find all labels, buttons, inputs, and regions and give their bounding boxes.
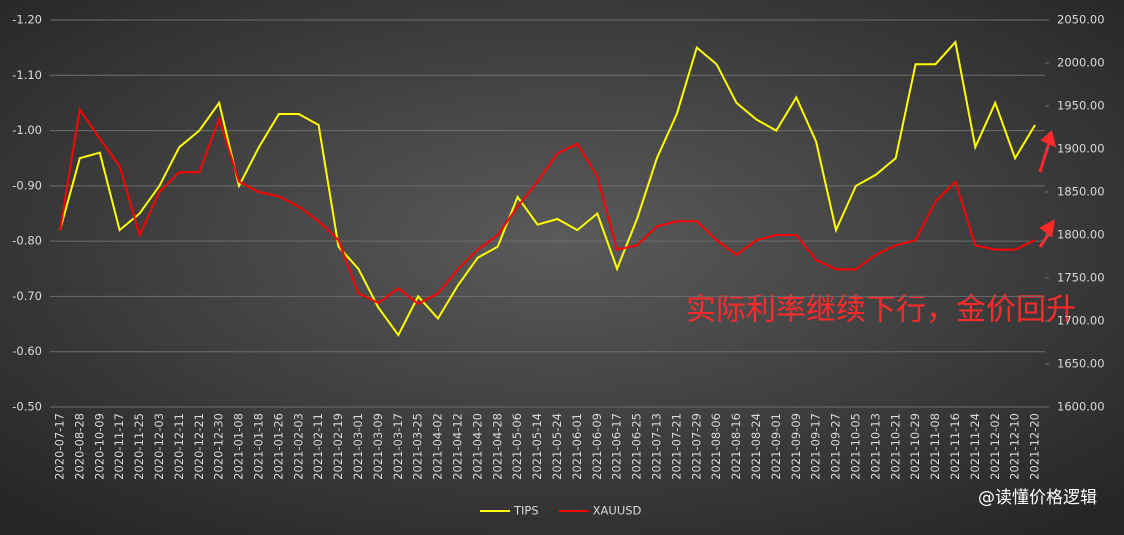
x-tick-label: 2021-11-24 [968, 413, 982, 480]
x-tick-label: 2020-08-28 [72, 413, 86, 480]
arrow [1038, 130, 1057, 173]
y2-tick-label: 1750.00 [1057, 271, 1105, 285]
x-tick-label: 2021-11-16 [948, 413, 962, 480]
x-tick-label: 2021-05-06 [510, 413, 524, 480]
x-tick-label: 2021-07-21 [669, 413, 683, 480]
x-tick-label: 2020-12-03 [152, 413, 166, 480]
x-tick-label: 2021-01-18 [251, 413, 265, 480]
y2-tick-label: 1600.00 [1057, 400, 1105, 414]
y-tick-label: -1.10 [12, 68, 42, 82]
watermark: @读懂价格逻辑 [978, 488, 1097, 508]
x-tick-label: 2021-12-10 [1008, 413, 1022, 480]
x-tick-label: 2021-11-08 [928, 413, 942, 480]
y-tick-label: -0.60 [12, 344, 42, 358]
x-tick-label: 2020-12-21 [192, 413, 206, 480]
x-tick-label: 2021-08-16 [729, 413, 743, 480]
y2-tick-label: 1950.00 [1057, 99, 1105, 113]
x-tick-label: 2021-08-06 [709, 413, 723, 480]
x-tick-label: 2021-04-02 [431, 413, 445, 480]
x-tick-label: 2021-10-29 [908, 413, 922, 480]
x-tick-label: 2020-11-25 [132, 413, 146, 480]
x-tick-label: 2020-11-17 [112, 413, 126, 480]
x-tick-label: 2021-02-11 [311, 413, 325, 480]
x-tick-label: 2020-12-30 [212, 413, 226, 480]
x-tick-label: 2021-05-24 [550, 413, 564, 480]
x-tick-label: 2021-06-25 [630, 413, 644, 480]
y2-tick-label: 1900.00 [1057, 142, 1105, 156]
y2-tick-label: 1800.00 [1057, 228, 1105, 242]
y2-tick-label: 1700.00 [1057, 314, 1105, 328]
x-tick-label: 2021-04-28 [490, 413, 504, 480]
y-tick-label: -1.00 [12, 123, 42, 137]
x-tick-label: 2021-03-01 [351, 413, 365, 480]
x-tick-label: 2021-03-17 [391, 413, 405, 480]
x-tick-label: 2021-10-21 [888, 413, 902, 480]
x-tick-label: 2021-01-08 [232, 413, 246, 480]
x-tick-label: 2021-07-29 [689, 413, 703, 480]
x-tick-label: 2021-01-26 [271, 413, 285, 480]
y-tick-label: -0.90 [12, 178, 42, 192]
annotation: 实际利率继续下行，金价回升 [686, 293, 1076, 328]
x-tick-label: 2021-02-03 [291, 413, 305, 480]
x-tick-label: 2021-09-01 [769, 413, 783, 480]
y-tick-label: -1.20 [12, 13, 42, 27]
x-tick-label: 2021-04-12 [450, 413, 464, 480]
x-tick-label: 2021-04-20 [470, 413, 484, 480]
y-tick-label: -0.80 [12, 234, 42, 248]
x-tick-label: 2021-12-02 [988, 413, 1002, 480]
x-tick-label: 2021-10-13 [868, 413, 882, 480]
x-tick-label: 2021-09-09 [789, 413, 803, 480]
x-tick-label: 2021-03-09 [371, 413, 385, 480]
y-tick-label: -0.50 [12, 400, 42, 414]
y2-tick-label: 1850.00 [1057, 185, 1105, 199]
y2-tick-label: 1650.00 [1057, 357, 1105, 371]
x-tick-label: 2021-08-24 [749, 413, 763, 480]
x-tick-label: 2021-10-05 [848, 413, 862, 480]
x-tick-label: 2021-12-20 [1028, 413, 1042, 480]
x-tick-label: 2020-10-09 [92, 413, 106, 480]
x-tick-label: 2021-03-25 [411, 413, 425, 480]
series-line [59, 106, 1036, 305]
x-tick-label: 2021-09-27 [829, 413, 843, 480]
legend-label: XAUUSD [593, 504, 642, 518]
x-tick-label: 2020-12-11 [172, 413, 186, 480]
x-tick-label: 2021-07-13 [649, 413, 663, 480]
y2-tick-label: 2050.00 [1057, 13, 1105, 27]
x-tick-label: 2020-07-17 [52, 413, 66, 480]
x-tick-label: 2021-09-17 [809, 413, 823, 480]
x-tick-label: 2021-05-14 [530, 413, 544, 480]
x-tick-label: 2021-06-17 [610, 413, 624, 480]
x-tick-label: 2021-02-19 [331, 413, 345, 480]
x-tick-label: 2021-06-01 [570, 413, 584, 480]
legend-label: TIPS [513, 504, 539, 518]
series-line [59, 39, 1036, 338]
x-tick-label: 2021-06-09 [590, 413, 604, 480]
y2-tick-label: 2000.00 [1057, 56, 1105, 70]
y-tick-label: -0.70 [12, 289, 42, 303]
